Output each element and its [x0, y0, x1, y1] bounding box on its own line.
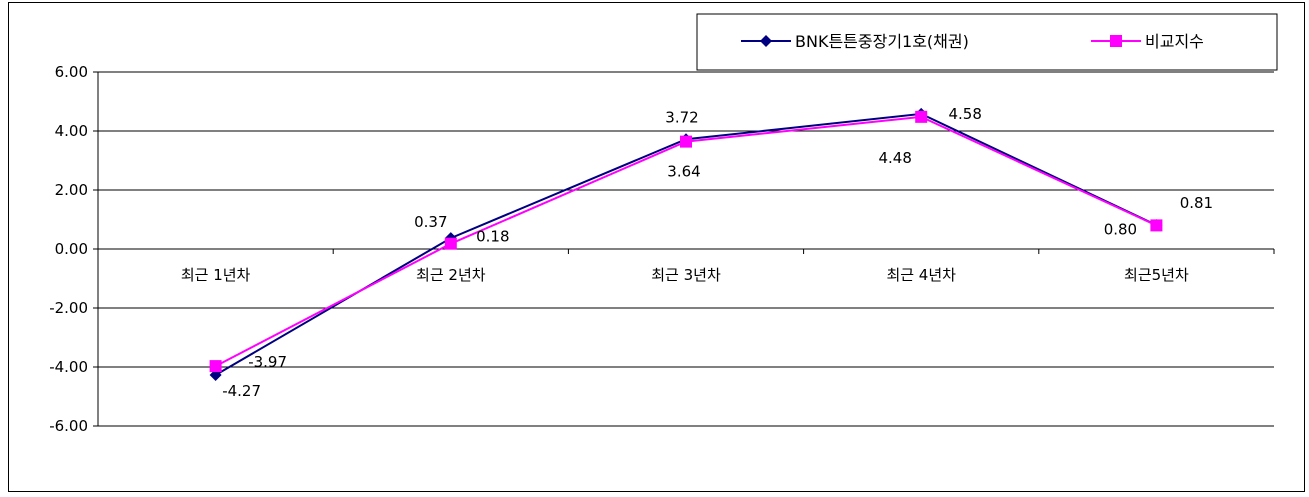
data-label: 4.58	[948, 105, 981, 123]
legend-label-series-1: BNK튼튼중장기1호(채권)	[795, 32, 969, 51]
y-tick-label: -4.00	[49, 358, 88, 376]
y-tick-label: 6.00	[55, 63, 88, 81]
data-point-square	[1150, 219, 1163, 232]
x-tick-label: 최근 3년차	[651, 266, 721, 284]
data-label: -3.97	[248, 353, 287, 371]
y-tick-label: 2.00	[55, 181, 88, 199]
chart-frame: 6.00 4.00 2.00 0.00 -2.00 -4.00 -6.00 최근 1년차 최근 …	[8, 2, 1305, 492]
series-line-2	[215, 115, 1157, 368]
data-label: 4.48	[878, 149, 911, 167]
data-point-square	[444, 237, 457, 250]
legend-label-series-2: 비교지수	[1145, 32, 1204, 51]
data-label: 0.18	[476, 228, 509, 246]
data-label: 3.72	[665, 108, 698, 126]
legend-marker-square-icon	[1110, 35, 1122, 47]
x-tick-label: 최근 1년차	[181, 266, 251, 284]
data-label: 0.37	[414, 213, 447, 231]
y-tick-label: -6.00	[49, 417, 88, 435]
legend-box	[696, 13, 1278, 71]
legend: BNK튼튼중장기1호(채권) 비교지수	[696, 13, 1278, 71]
data-label: 0.81	[1180, 194, 1213, 212]
x-tick-label: 최근5년차	[1124, 266, 1189, 284]
y-tick-label: 0.00	[55, 240, 88, 258]
x-tick-label: 최근 2년차	[416, 266, 486, 284]
series-layer	[209, 107, 1163, 381]
data-point-square	[915, 110, 928, 123]
series-line-1	[215, 112, 1157, 376]
data-label: -4.27	[222, 382, 261, 400]
data-label: 0.80	[1104, 220, 1137, 238]
data-label: 3.64	[667, 163, 700, 181]
y-tick-label: 4.00	[55, 122, 88, 140]
x-tick-label: 최근 4년차	[886, 266, 956, 284]
legend-marker-diamond-icon	[760, 35, 772, 47]
y-tick-label: -2.00	[49, 299, 88, 317]
data-point-square	[209, 360, 222, 373]
data-point-square	[680, 135, 692, 148]
chart-svg: 6.00 4.00 2.00 0.00 -2.00 -4.00 -6.00 최근 1년차 최근 …	[49, 13, 1278, 435]
grid-layer	[98, 71, 1274, 427]
data-label-layer: -4.27 0.37 3.72 4.58 0.81 -3.97 0.18 3.64 4.48 0.…	[222, 105, 1213, 400]
axis-layer: 6.00 4.00 2.00 0.00 -2.00 -4.00 -6.00 최근 1년차 최근 …	[49, 63, 1275, 435]
